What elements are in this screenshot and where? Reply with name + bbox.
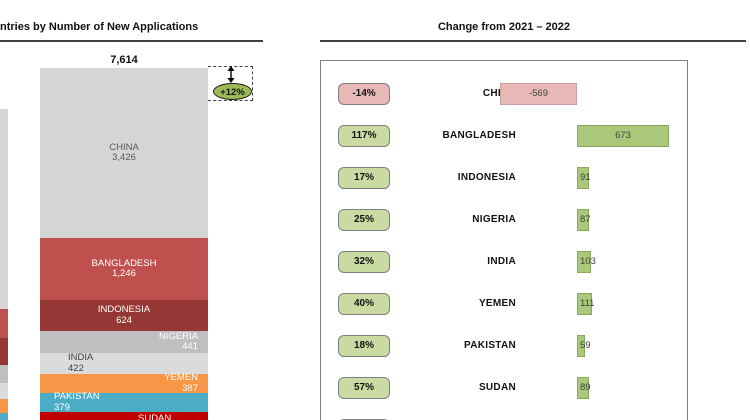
segment-india: INDIA 422 (40, 352, 208, 374)
segment-label: BANGLADESH (91, 257, 157, 269)
pct-badge: 40% (338, 293, 390, 315)
segment-value: 379 (54, 401, 70, 413)
pct-badge: 57% (338, 377, 390, 399)
change-bar: 91 (577, 167, 591, 189)
change-value: 87 (580, 214, 591, 225)
pct-badge: 117% (338, 125, 390, 147)
country-label: NIGERIA (472, 214, 516, 225)
segment-label: INDIA (68, 352, 94, 363)
change-bar: 87 (577, 209, 591, 231)
change-badge: +12% (213, 83, 252, 100)
change-bar: 89 (577, 377, 591, 399)
right-chart-title: Change from 2021 – 2022 (437, 21, 571, 33)
segment-label: PAKISTAN (54, 391, 100, 402)
segment-indonesia: INDONESIA 624 (40, 300, 208, 331)
right-title-rule (320, 40, 746, 42)
change-value: 59 (580, 340, 591, 351)
pct-badge: 18% (338, 335, 390, 357)
segment-bangladesh: BANGLADESH 1,246 (40, 238, 208, 300)
segment-value: 3,426 (112, 152, 136, 163)
country-label: INDIA (487, 256, 516, 267)
segment-value: 422 (68, 362, 84, 374)
change-row-india: 32% INDIA 103 (321, 251, 687, 273)
left-title-rule (0, 40, 263, 42)
change-bar: 111 (577, 293, 595, 315)
segment-label: INDONESIA (97, 304, 151, 315)
segment-label: YEMEN (164, 372, 198, 383)
segment-label: NIGERIA (158, 330, 198, 342)
change-row-nigeria: 25% NIGERIA 87 (321, 209, 687, 231)
change-value: 111 (580, 298, 595, 309)
change-row-sudan: 57% SUDAN 89 (321, 377, 687, 399)
prev-segment-china (0, 109, 8, 309)
pct-badge: 17% (338, 167, 390, 189)
change-annotation-box (208, 66, 253, 101)
segment-value: 387 (182, 382, 198, 394)
segment-label: SUDAN (138, 413, 172, 420)
segment-value: 441 (182, 341, 198, 352)
segment-label: CHINA (109, 141, 139, 153)
change-value: 89 (580, 382, 591, 393)
prev-segment-india (0, 383, 8, 399)
pct-badge: -14% (338, 83, 390, 105)
prev-segment-yemen (0, 399, 8, 413)
prev-year-stacked-bar (0, 109, 8, 420)
up-arrow-icon (225, 66, 237, 83)
country-label: PAKISTAN (463, 340, 516, 351)
prev-segment-bangladesh (0, 309, 8, 338)
country-label: SUDAN (478, 382, 516, 393)
segment-sudan: SUDAN (40, 412, 208, 420)
segment-pakistan: PAKISTAN 379 (40, 391, 208, 413)
change-value: 91 (580, 172, 591, 183)
change-bar: 59 (577, 335, 591, 357)
change-value: 103 (580, 256, 596, 267)
pct-badge: 25% (338, 209, 390, 231)
change-value: 673 (615, 130, 631, 141)
total-label: 7,614 (110, 54, 138, 66)
change-row-china: -14% CHINA -569 (321, 83, 687, 105)
change-row-yemen: 40% YEMEN 111 (321, 293, 687, 315)
change-value: -569 (528, 88, 548, 99)
country-label: YEMEN (478, 298, 516, 309)
change-bar: 673 (577, 125, 669, 147)
segment-value: 624 (116, 314, 132, 326)
prev-segment-pakistan (0, 413, 8, 420)
segment-china: CHINA 3,426 (40, 68, 208, 238)
change-row-bangladesh: 117% BANGLADESH 673 (321, 125, 687, 147)
segment-yemen: YEMEN 387 (40, 372, 208, 394)
left-chart-title: ntries by Number of New Applications (0, 21, 199, 33)
change-bar: 103 (577, 251, 596, 273)
country-label: BANGLADESH (442, 130, 516, 141)
segment-nigeria: NIGERIA 441 (40, 331, 208, 353)
segment-value: 1,246 (112, 268, 136, 279)
change-panel: -14% CHINA -569 117% BANGLADESH 673 17% … (320, 60, 688, 420)
prev-segment-nigeria (0, 365, 8, 383)
change-bar: -569 (500, 83, 577, 105)
prev-segment-indonesia (0, 338, 8, 365)
change-row-indonesia: 17% INDONESIA 91 (321, 167, 687, 189)
change-row-pakistan: 18% PAKISTAN 59 (321, 335, 687, 357)
pct-badge: 32% (338, 251, 390, 273)
country-label: CHINA (391, 83, 516, 105)
stacked-bar-2022: CHINA 3,426 BANGLADESH 1,246 INDONESIA 6… (40, 68, 208, 420)
country-label: INDONESIA (457, 172, 516, 183)
